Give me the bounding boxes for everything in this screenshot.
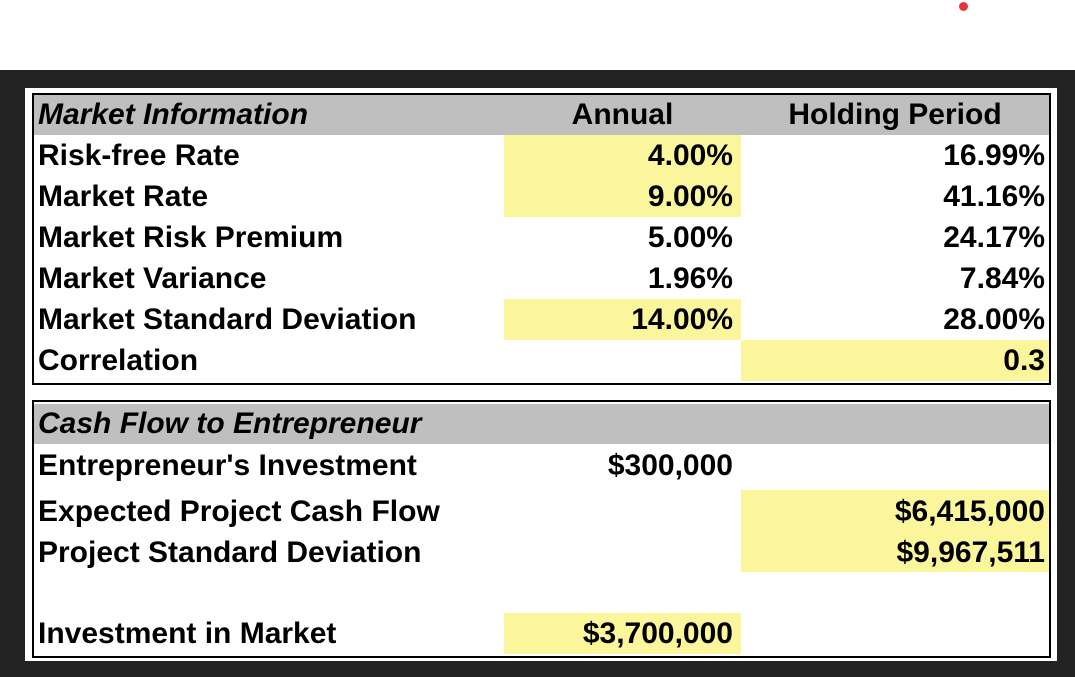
- holding-cell: 7.84%: [959, 261, 1045, 295]
- annual-cell: $300,000: [607, 448, 733, 482]
- holding-cell: 24.17%: [943, 220, 1045, 254]
- annual-cell: [504, 490, 741, 534]
- row-label: Market Variance: [38, 261, 267, 295]
- table-row: Project Standard Deviation $9,967,511: [34, 534, 1049, 572]
- table-row: Risk-free Rate 4.00% 16.99%: [34, 135, 1049, 176]
- table-row: Market Rate 9.00% 41.16%: [34, 176, 1049, 217]
- market-title: Market Information: [38, 98, 309, 131]
- holding-cell: 28.00%: [943, 302, 1045, 336]
- table-row: Market Risk Premium 5.00% 24.17%: [34, 217, 1049, 258]
- row-label: Project Standard Deviation: [38, 536, 422, 569]
- annual-cell: [504, 534, 741, 572]
- row-label: Market Standard Deviation: [38, 302, 417, 336]
- annual-cell: [504, 340, 741, 381]
- row-label: Investment in Market: [38, 616, 337, 650]
- table-row: Market Standard Deviation 14.00% 28.00%: [34, 299, 1049, 340]
- holding-cell: 41.16%: [943, 179, 1045, 213]
- table-row: Correlation 0.3: [34, 340, 1049, 381]
- cashflow-title: Cash Flow to Entrepreneur: [38, 407, 422, 440]
- row-label: Entrepreneur's Investment: [38, 448, 417, 482]
- col-holding-header: Holding Period: [788, 98, 1002, 131]
- holding-cell: [741, 444, 1049, 487]
- row-label: Market Rate: [38, 179, 209, 213]
- annual-cell[interactable]: $3,700,000: [504, 613, 741, 654]
- col-annual-header: Annual: [571, 98, 674, 131]
- holding-cell[interactable]: $9,967,511: [741, 534, 1049, 572]
- annual-cell[interactable]: 14.00%: [504, 299, 741, 340]
- market-header-row: Market Information Annual Holding Period: [34, 95, 1049, 135]
- holding-cell: [741, 613, 1049, 654]
- recording-indicator-icon: [959, 2, 968, 11]
- annual-cell[interactable]: 4.00%: [504, 135, 741, 176]
- annual-cell[interactable]: 9.00%: [504, 176, 741, 217]
- annual-cell: 1.96%: [647, 261, 733, 295]
- holding-cell[interactable]: 0.3: [741, 340, 1049, 381]
- cashflow-header-row: Cash Flow to Entrepreneur: [34, 404, 1049, 444]
- cash-flow-table: Cash Flow to Entrepreneur Entrepreneur's…: [32, 400, 1051, 658]
- row-label: Market Risk Premium: [38, 220, 344, 254]
- row-label: Risk-free Rate: [38, 138, 240, 172]
- holding-cell[interactable]: $6,415,000: [741, 490, 1049, 534]
- table-row: Investment in Market $3,700,000: [34, 613, 1049, 654]
- market-information-table: Market Information Annual Holding Period…: [32, 93, 1051, 385]
- table-row: Entrepreneur's Investment $300,000: [34, 444, 1049, 487]
- table-row: Market Variance 1.96% 7.84%: [34, 258, 1049, 299]
- holding-cell: 16.99%: [943, 138, 1045, 172]
- row-label: Expected Project Cash Flow: [38, 495, 440, 528]
- annual-cell: 5.00%: [647, 220, 733, 254]
- table-row: Expected Project Cash Flow $6,415,000: [34, 490, 1049, 534]
- top-area: [0, 0, 1075, 70]
- row-label: Correlation: [38, 343, 199, 377]
